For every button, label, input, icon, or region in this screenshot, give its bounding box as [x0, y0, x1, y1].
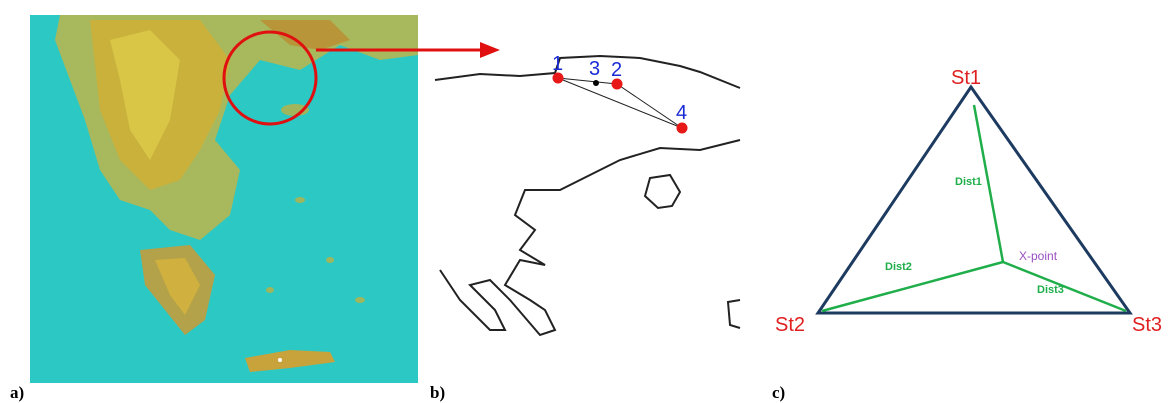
- x-point-label: X-point: [1019, 249, 1058, 263]
- station-label: St1: [951, 67, 981, 89]
- point-label: 3: [589, 58, 600, 80]
- panel-label: a): [10, 383, 24, 402]
- station-label: St2: [775, 314, 805, 336]
- panel-label: c): [772, 383, 785, 402]
- point-label: 2: [611, 59, 622, 81]
- distance-label: Dist2: [885, 261, 912, 273]
- station-label: St3: [1132, 314, 1162, 336]
- stations: 1 3 2 4: [552, 53, 688, 134]
- point-label: 4: [676, 102, 687, 124]
- distance-label: Dist3: [1037, 284, 1064, 296]
- map: [30, 15, 500, 383]
- panel-label: b): [430, 383, 445, 402]
- point-label: 1: [552, 53, 563, 75]
- distance-label: Dist1: [955, 176, 982, 188]
- triangle: St1 St2 St3 Dist1 Dist2 Dist3 X-point: [775, 67, 1162, 336]
- coastline: [434, 54, 741, 337]
